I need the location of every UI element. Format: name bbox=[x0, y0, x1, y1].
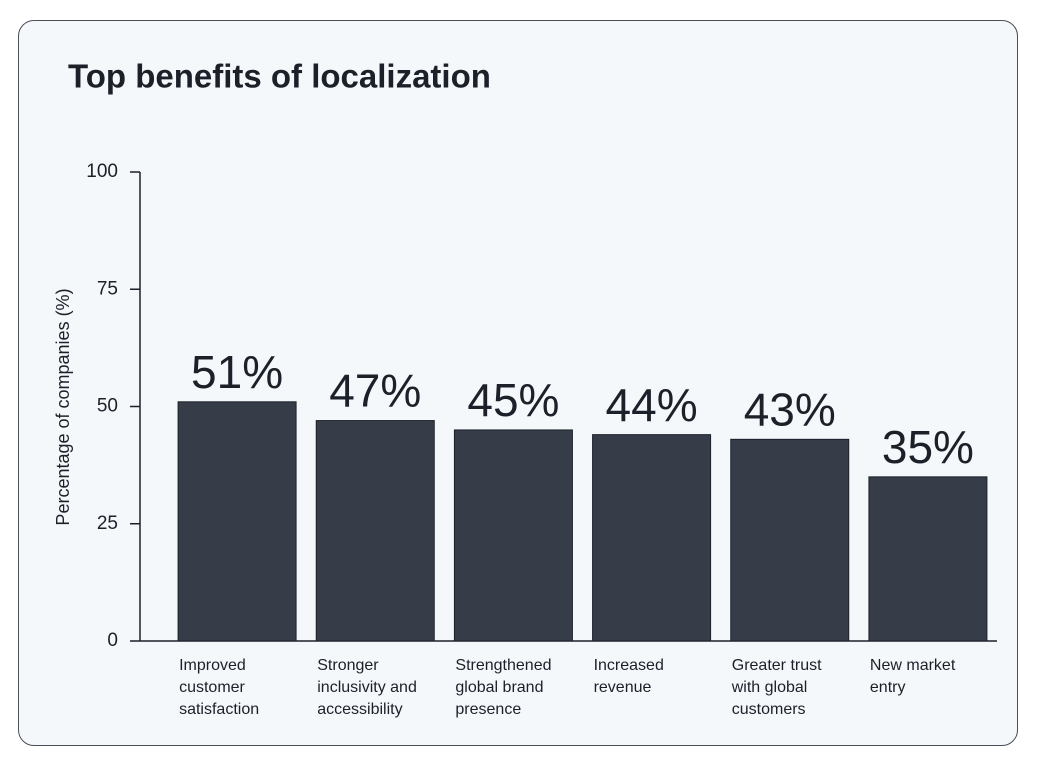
value-label: 35% bbox=[882, 421, 974, 473]
value-label: 47% bbox=[329, 365, 421, 417]
value-label: 44% bbox=[606, 379, 698, 431]
y-tick-label: 100 bbox=[86, 161, 118, 182]
y-tick-label: 0 bbox=[107, 630, 118, 651]
value-label: 45% bbox=[467, 374, 559, 426]
y-tick-label: 50 bbox=[97, 396, 118, 417]
x-tick-label cat: Stronger inclusivity and accessibility bbox=[317, 657, 417, 718]
x-tick-label cat: Strengthened global brand presence bbox=[455, 657, 552, 718]
y-tick-label: 75 bbox=[97, 278, 118, 299]
bar bbox=[868, 476, 988, 642]
x-tick-label cat: Greater trust with global customers bbox=[731, 657, 822, 718]
chart-title: Top benefits of localization bbox=[68, 58, 491, 95]
bar bbox=[592, 434, 712, 642]
x-tick-label cat: Improved customer satisfaction bbox=[179, 657, 260, 718]
value-label: 43% bbox=[744, 383, 836, 435]
x-tick-label cat: New market entry bbox=[869, 657, 956, 696]
bar bbox=[730, 438, 850, 642]
value-label: 51% bbox=[191, 346, 283, 398]
bar bbox=[315, 420, 435, 642]
bar bbox=[177, 401, 297, 642]
y-axis-title: Percentage of companies (%) bbox=[53, 288, 73, 525]
x-tick-label cat: Increased revenue bbox=[593, 657, 664, 696]
bar bbox=[453, 429, 573, 642]
y-tick-label: 25 bbox=[97, 513, 118, 534]
